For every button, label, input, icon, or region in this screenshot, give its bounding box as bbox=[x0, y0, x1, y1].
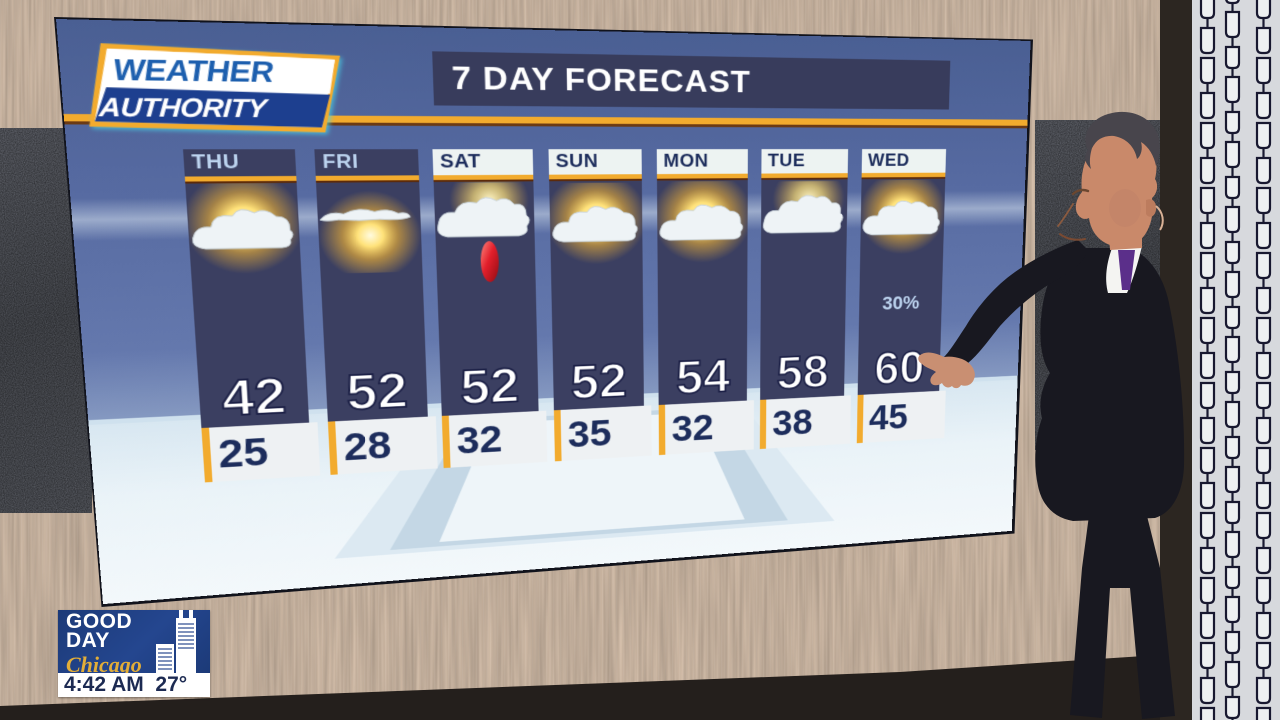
svg-text:WEATHER: WEATHER bbox=[111, 54, 276, 89]
svg-text:AUTHORITY: AUTHORITY bbox=[98, 93, 271, 124]
